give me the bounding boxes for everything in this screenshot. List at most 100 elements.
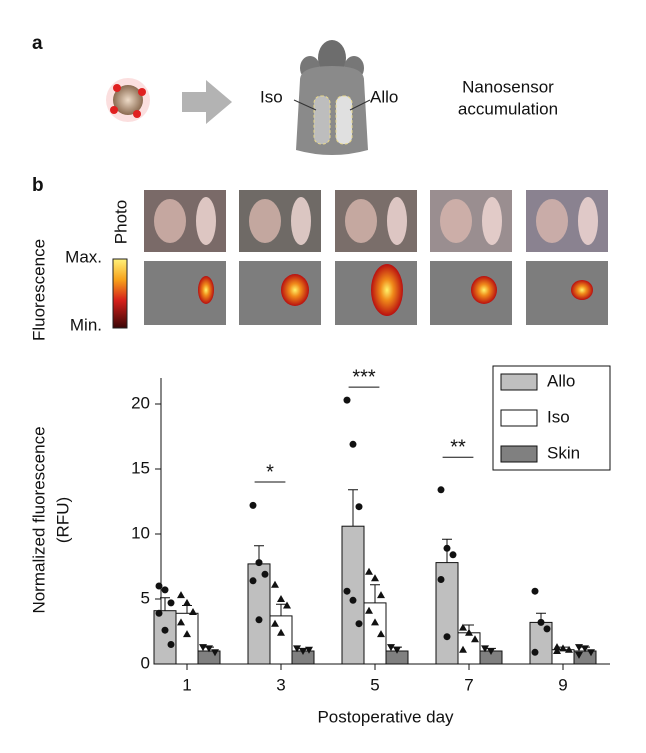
x-tick-label: 5 xyxy=(370,675,379,694)
data-point xyxy=(377,630,385,638)
data-point xyxy=(299,648,307,655)
data-point xyxy=(437,486,445,494)
y-axis-label: (RFU) xyxy=(53,497,72,543)
photo-graft xyxy=(440,199,472,243)
photo-graft xyxy=(249,199,281,243)
data-point xyxy=(537,618,545,626)
y-tick-label: 0 xyxy=(141,653,150,672)
data-point xyxy=(575,644,583,652)
data-point xyxy=(271,619,279,627)
fluor-signal xyxy=(571,280,593,300)
allo-label: Allo xyxy=(370,87,398,106)
data-point xyxy=(177,618,185,626)
data-point xyxy=(459,645,467,653)
fluor-signal xyxy=(281,274,309,306)
data-point xyxy=(465,628,473,636)
data-point xyxy=(189,608,197,615)
data-point xyxy=(343,587,351,595)
significance-stars: * xyxy=(266,461,274,483)
fluor-signal xyxy=(471,276,497,304)
photo-graft xyxy=(387,197,407,245)
legend-swatch xyxy=(500,445,538,463)
data-point xyxy=(355,620,363,628)
data-point xyxy=(581,645,589,653)
data-point xyxy=(443,633,451,641)
data-point xyxy=(371,574,379,582)
iso-label: Iso xyxy=(260,87,283,106)
data-point xyxy=(261,570,269,578)
bar xyxy=(175,612,199,665)
data-point xyxy=(271,580,279,588)
data-point xyxy=(349,440,357,448)
image-grid xyxy=(144,190,608,325)
caption: Nanosensor xyxy=(462,77,554,96)
bar xyxy=(341,525,365,665)
x-axis-label: Postoperative day xyxy=(317,707,454,726)
bar xyxy=(153,610,177,665)
data-point xyxy=(481,645,489,653)
photo-graft xyxy=(291,197,311,245)
y-axis-label: Normalized fluorescence xyxy=(29,426,48,613)
photo-graft xyxy=(578,197,598,245)
data-point xyxy=(559,644,567,652)
data-point xyxy=(377,591,385,599)
data-point xyxy=(393,646,401,654)
data-point xyxy=(587,649,595,657)
error-bar xyxy=(182,605,192,614)
data-point xyxy=(205,645,213,653)
y-tick-label: 15 xyxy=(131,458,150,477)
data-point xyxy=(443,544,451,552)
bar xyxy=(457,632,481,665)
data-point xyxy=(161,586,169,594)
data-point xyxy=(553,643,561,651)
data-point xyxy=(349,596,357,604)
x-tick-label: 1 xyxy=(182,675,191,694)
data-point xyxy=(305,646,313,654)
data-point xyxy=(531,648,539,656)
data-point xyxy=(155,582,163,590)
data-point xyxy=(167,641,175,648)
row-label: Photo xyxy=(111,200,130,244)
x-tick-label: 9 xyxy=(558,675,567,694)
data-point xyxy=(531,587,539,595)
photo-graft xyxy=(196,197,216,245)
error-bar xyxy=(370,584,380,603)
y-tick-label: 5 xyxy=(141,588,150,607)
data-point xyxy=(277,628,285,636)
colorbar xyxy=(112,258,128,329)
fluor-signal xyxy=(371,264,403,316)
data-point xyxy=(459,623,467,631)
data-point xyxy=(161,626,169,634)
data-point xyxy=(387,644,395,652)
fluor-tile xyxy=(430,261,512,325)
y-tick-label: 20 xyxy=(131,393,150,412)
caption: accumulation xyxy=(458,99,558,118)
photo-graft xyxy=(536,199,568,243)
data-point xyxy=(249,501,257,509)
significance-stars: ** xyxy=(450,437,466,459)
mouse xyxy=(293,40,371,155)
nanosensor-icon xyxy=(106,78,150,122)
data-point xyxy=(365,606,373,614)
colorbar-max: Max. xyxy=(65,247,102,266)
photo-graft xyxy=(345,199,377,243)
x-tick-label: 3 xyxy=(276,675,285,694)
data-point xyxy=(371,618,379,626)
data-point xyxy=(487,648,495,655)
row-label: Fluorescence xyxy=(29,239,48,341)
x-tick-label: 7 xyxy=(464,675,473,694)
data-point xyxy=(293,645,301,653)
data-point xyxy=(283,601,291,609)
data-point xyxy=(343,396,351,404)
data-point xyxy=(255,559,263,567)
arrow xyxy=(182,80,232,124)
data-point xyxy=(155,609,163,617)
legend-label: Iso xyxy=(547,407,570,426)
error-bar xyxy=(160,597,170,611)
data-point xyxy=(249,577,257,585)
legend-label: Skin xyxy=(547,443,580,462)
photo-graft xyxy=(154,199,186,243)
data-point xyxy=(199,644,207,652)
fluor-signal xyxy=(198,276,214,304)
